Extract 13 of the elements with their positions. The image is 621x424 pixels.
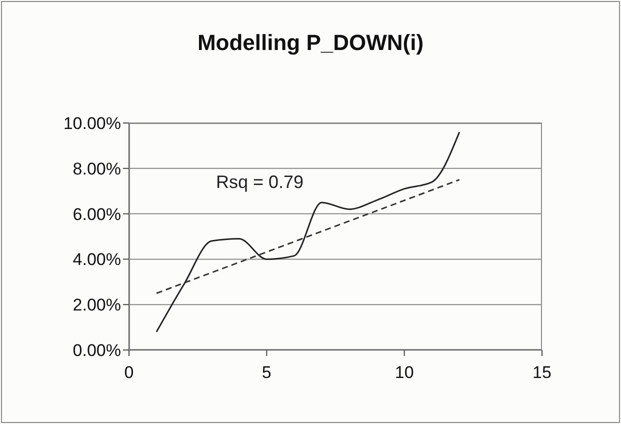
- x-tick-label: 0: [124, 363, 134, 382]
- y-tick-label: 4.00%: [72, 250, 121, 270]
- y-tick-label: 0.00%: [72, 341, 121, 360]
- annotation: Rsq = 0.79: [216, 172, 304, 193]
- line-series: [156, 131, 460, 333]
- chart-title: Modelling P_DOWN(i): [196, 30, 425, 56]
- x-tick-label: 5: [262, 363, 272, 382]
- y-tick-label: 8.00%: [72, 159, 121, 178]
- x-tick-label: 15: [532, 363, 552, 382]
- y-tick-label: 6.00%: [72, 204, 121, 224]
- y-tick-label: 10.00%: [63, 114, 121, 134]
- y-tick-label: 2.00%: [72, 296, 121, 315]
- x-tick-label: 10: [394, 363, 414, 382]
